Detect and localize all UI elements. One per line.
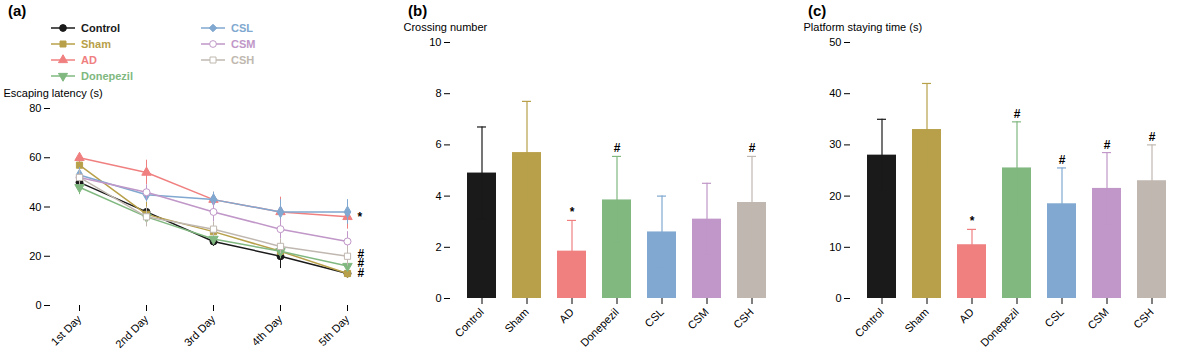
- svg-text:1st Day: 1st Day: [49, 312, 84, 347]
- svg-text:*: *: [570, 205, 575, 219]
- html-text:AD: AD: [81, 54, 97, 66]
- svg-text:50: 50: [829, 36, 841, 48]
- svg-text:*: *: [970, 214, 975, 228]
- svg-text:CSM: CSM: [685, 306, 711, 332]
- svg-text:10: 10: [829, 241, 841, 253]
- svg-text:60: 60: [29, 151, 41, 163]
- svg-text:#: #: [1014, 107, 1021, 121]
- svg-text:Control: Control: [852, 306, 886, 340]
- svg-text:8: 8: [435, 87, 441, 99]
- svg-text:CSL: CSL: [642, 306, 666, 330]
- svg-text:AD: AD: [557, 306, 576, 325]
- svg-text:4: 4: [435, 190, 441, 202]
- svg-text:AD: AD: [957, 306, 976, 325]
- html-text:CSL: CSL: [231, 22, 253, 34]
- svg-text:10: 10: [429, 36, 441, 48]
- html-text:Sham: Sham: [81, 38, 111, 50]
- svg-text:20: 20: [829, 190, 841, 202]
- html-text:(c): (c): [808, 2, 827, 19]
- svg-text:Escaping latency (s): Escaping latency (s): [4, 87, 103, 99]
- svg-text:2nd Day: 2nd Day: [113, 312, 151, 350]
- html-text:Donepezil: Donepezil: [81, 70, 133, 82]
- svg-text:Platform staying time (s): Platform staying time (s): [804, 21, 923, 33]
- svg-text:Sham: Sham: [502, 306, 531, 335]
- svg-text:40: 40: [829, 87, 841, 99]
- html-text:CSM: CSM: [231, 38, 256, 50]
- svg-text:#: #: [614, 141, 621, 155]
- svg-text:0: 0: [35, 299, 41, 311]
- svg-text:4th Day: 4th Day: [249, 312, 285, 348]
- html-text:(a): (a): [8, 2, 27, 19]
- svg-text:Sham: Sham: [902, 306, 931, 335]
- svg-text:3rd Day: 3rd Day: [182, 312, 218, 348]
- svg-text:5th Day: 5th Day: [316, 312, 352, 348]
- svg-text:0: 0: [435, 292, 441, 304]
- svg-text:CSH: CSH: [731, 306, 756, 331]
- svg-text:#: #: [358, 266, 365, 280]
- svg-text:80: 80: [29, 102, 41, 114]
- svg-text:30: 30: [829, 138, 841, 150]
- svg-text:CSL: CSL: [1042, 306, 1066, 330]
- svg-text:6: 6: [435, 138, 441, 150]
- html-text:Control: Control: [81, 22, 121, 34]
- svg-text:CSH: CSH: [1131, 306, 1156, 331]
- svg-text:20: 20: [29, 250, 41, 262]
- svg-text:*: *: [358, 210, 363, 224]
- svg-text:Crossing number: Crossing number: [404, 21, 488, 33]
- svg-text:#: #: [749, 141, 756, 155]
- svg-text:0: 0: [835, 292, 841, 304]
- svg-text:Donepezil: Donepezil: [578, 306, 621, 349]
- svg-text:2: 2: [435, 241, 441, 253]
- svg-text:#: #: [1104, 138, 1111, 152]
- svg-text:#: #: [1149, 130, 1156, 144]
- html-text:CSH: CSH: [231, 54, 255, 66]
- svg-text:Control: Control: [452, 306, 486, 340]
- svg-text:CSM: CSM: [1085, 306, 1111, 332]
- svg-text:40: 40: [29, 201, 41, 213]
- svg-text:#: #: [1059, 153, 1066, 167]
- html-text:(b): (b): [408, 2, 428, 19]
- svg-text:Donepezil: Donepezil: [978, 306, 1021, 349]
